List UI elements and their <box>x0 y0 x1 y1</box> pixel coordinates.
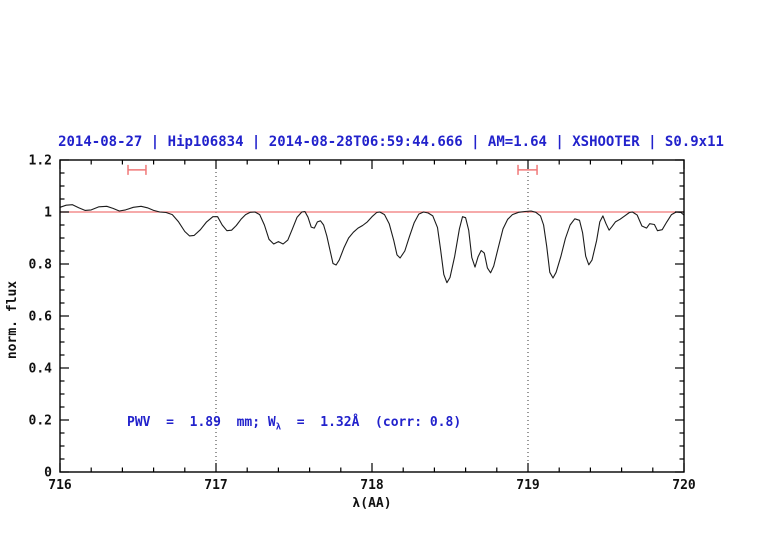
plot-title: 2014-08-27 | Hip106834 | 2014-08-28T06:5… <box>58 134 724 150</box>
spectrum-line <box>59 204 685 284</box>
svg-text:718: 718 <box>360 478 384 493</box>
x-tick-labels: 716 717 718 719 720 <box>48 478 696 493</box>
x-axis-label: λ(AA) <box>352 496 391 511</box>
svg-text:0.6: 0.6 <box>29 310 53 325</box>
svg-text:1.2: 1.2 <box>29 154 52 169</box>
axis-ticks <box>59 159 685 473</box>
svg-text:0: 0 <box>44 466 52 481</box>
svg-text:0.2: 0.2 <box>29 414 52 429</box>
pwv-annotation-prefix: PWV = 1.89 mm; W <box>127 415 276 430</box>
svg-text:1: 1 <box>44 206 52 221</box>
svg-text:720: 720 <box>672 478 696 493</box>
range-markers <box>127 164 538 175</box>
svg-text:0.8: 0.8 <box>29 258 53 273</box>
svg-text:717: 717 <box>204 478 227 493</box>
pwv-annotation-suffix: = 1.32Å (corr: 0.8) <box>281 415 462 430</box>
svg-text:0.4: 0.4 <box>29 362 53 377</box>
pwv-annotation: PWV = 1.89 mm; Wλ = 1.32Å (corr: 0.8) <box>127 415 461 433</box>
y-tick-labels: 0 0.2 0.4 0.6 0.8 1 1.2 <box>29 154 53 481</box>
svg-text:719: 719 <box>516 478 539 493</box>
y-axis-label: norm. flux <box>5 281 20 359</box>
svg-text:716: 716 <box>48 478 72 493</box>
pwv-annotation-subscript: λ <box>275 422 282 433</box>
